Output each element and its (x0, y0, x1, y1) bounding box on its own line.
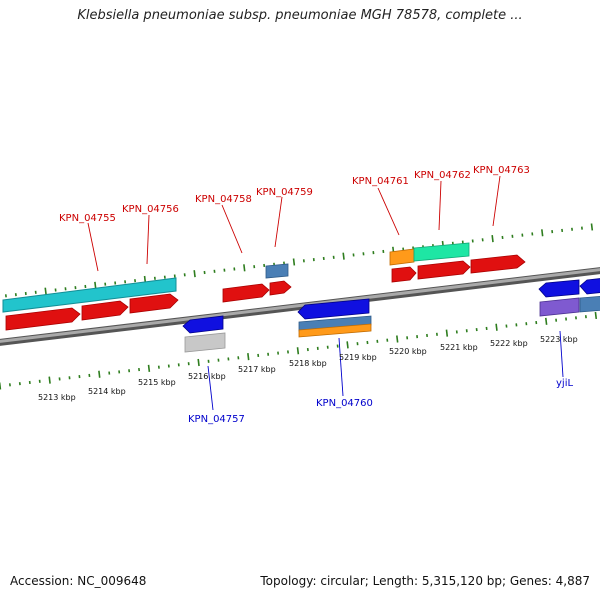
label-leaders (87, 175, 564, 411)
kbp-label: 5220 kbp (389, 347, 427, 356)
major-tick (94, 281, 97, 289)
gene-arrow-kpn04763[interactable] (470, 254, 526, 274)
gene-label-kpn04757[interactable]: KPN_04757 (188, 414, 245, 425)
major-tick (197, 358, 200, 367)
major-tick (491, 235, 494, 243)
major-tick (541, 229, 544, 237)
gene-arrow[interactable] (81, 300, 129, 321)
gene-feature-orange-2[interactable] (298, 323, 372, 338)
gene-label-kpn04763[interactable]: KPN_04763 (473, 165, 530, 176)
kbp-label: 5213 kbp (38, 393, 76, 402)
inner-tick-track (0, 311, 598, 390)
gene-arrow-kpn04756[interactable] (129, 293, 179, 314)
major-tick (445, 329, 449, 337)
gene-feature-steelblue-3[interactable] (579, 295, 600, 313)
major-tick (594, 311, 598, 320)
gene-label-kpn04760[interactable]: KPN_04760 (316, 398, 373, 409)
major-tick (296, 347, 300, 355)
gene-label-kpn04756[interactable]: KPN_04756 (122, 204, 179, 215)
major-tick (98, 370, 101, 378)
gene-feature-gray[interactable] (184, 332, 226, 353)
major-tick (342, 252, 345, 260)
kbp-label: 5216 kbp (188, 372, 226, 381)
gene-arrow-kpn04757[interactable] (182, 315, 224, 334)
kbp-label: 5215 kbp (138, 378, 176, 387)
gene-arrow-yjil[interactable] (538, 279, 580, 298)
gene-feature-green[interactable] (413, 242, 470, 262)
major-tick (590, 223, 594, 231)
forward-features (2, 242, 526, 331)
gene-labels: KPN_04755 KPN_04756 KPN_04758 KPN_04759 … (59, 165, 573, 425)
major-tick (44, 287, 47, 295)
gene-feature-cyan[interactable] (2, 277, 177, 313)
kbp-label: 5219 kbp (339, 353, 377, 362)
kbp-label: 5217 kbp (238, 365, 276, 374)
major-tick (495, 323, 498, 331)
major-tick (292, 258, 296, 266)
kbp-label: 5222 kbp (490, 339, 528, 348)
kbp-label: 5221 kbp (440, 343, 478, 352)
accession-text: Accession: NC_009648 (10, 574, 147, 588)
major-tick (396, 335, 399, 343)
gene-label-kpn04761[interactable]: KPN_04761 (352, 176, 409, 187)
major-tick (544, 317, 548, 325)
major-tick (243, 264, 246, 272)
gene-arrow-kpn04761[interactable] (391, 266, 417, 283)
gene-arrow-kpn04759[interactable] (269, 280, 292, 296)
gene-feature-orange[interactable] (389, 248, 415, 266)
kbp-label: 5214 kbp (88, 387, 126, 396)
map-title: Klebsiella pneumoniae subsp. pneumoniae … (77, 8, 523, 23)
gene-feature-purple[interactable] (539, 297, 580, 317)
major-tick (147, 364, 151, 372)
gene-arrow-kpn04755[interactable] (5, 307, 81, 331)
major-tick (346, 341, 349, 349)
gene-arrow-kpn04762[interactable] (417, 260, 471, 280)
gene-label-kpn04755[interactable]: KPN_04755 (59, 213, 116, 224)
major-tick (48, 376, 51, 384)
gene-arrow[interactable] (579, 278, 600, 295)
gene-arrow-kpn04758[interactable] (222, 283, 270, 303)
major-tick (247, 353, 250, 361)
gene-feature-steelblue[interactable] (265, 263, 289, 279)
kbp-label: 5223 kbp (540, 335, 578, 344)
kbp-label: 5218 kbp (289, 359, 327, 368)
kbp-scale-labels: 5213 kbp 5214 kbp 5215 kbp 5216 kbp 5217… (38, 335, 578, 402)
gene-label-kpn04758[interactable]: KPN_04758 (195, 194, 252, 205)
genome-backbone-highlight (0, 268, 600, 343)
gene-label-kpn04759[interactable]: KPN_04759 (256, 187, 313, 198)
gene-label-yjil[interactable]: yjiL (556, 378, 573, 389)
reverse-features (182, 278, 600, 353)
major-tick (193, 270, 196, 278)
gene-arrow-kpn04760[interactable] (297, 298, 370, 320)
topology-text: Topology: circular; Length: 5,315,120 bp… (260, 574, 590, 588)
gene-label-kpn04762[interactable]: KPN_04762 (414, 170, 471, 181)
